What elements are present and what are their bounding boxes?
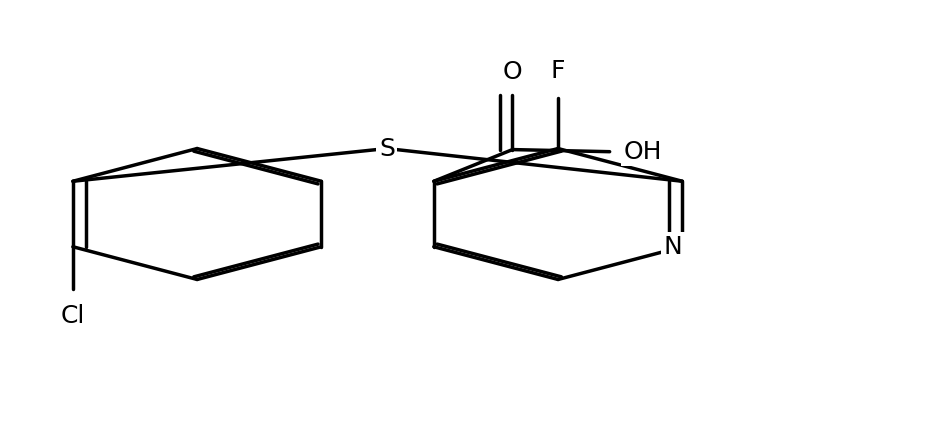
Text: F: F (551, 59, 565, 83)
Text: Cl: Cl (61, 304, 85, 328)
Text: O: O (503, 60, 522, 84)
Text: OH: OH (624, 140, 662, 163)
Text: N: N (664, 235, 682, 259)
Text: S: S (379, 137, 395, 160)
